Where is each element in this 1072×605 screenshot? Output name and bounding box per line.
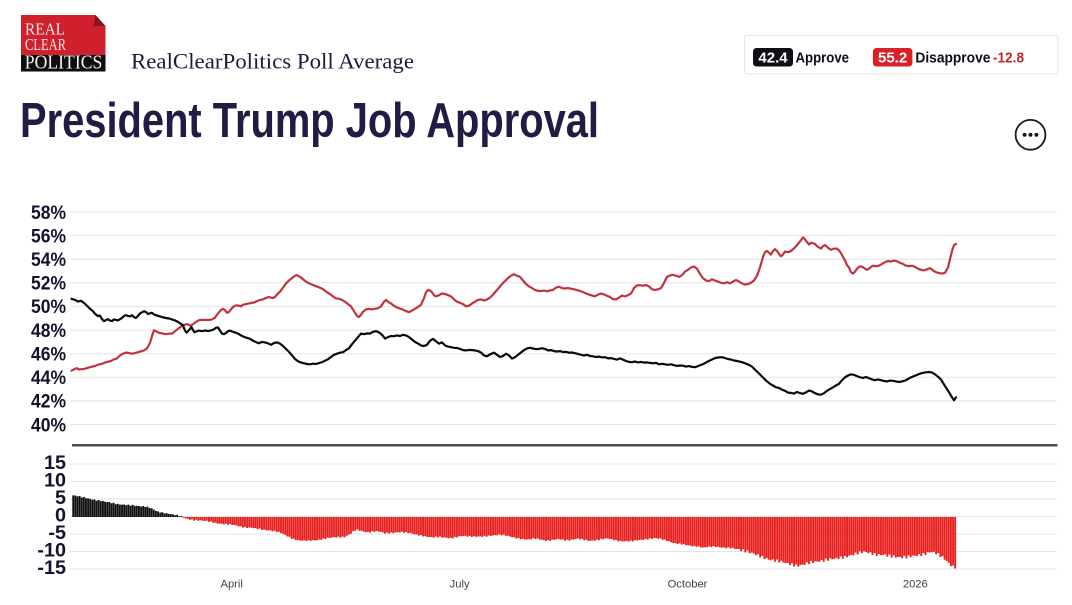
svg-text:REAL: REAL [25, 20, 65, 39]
svg-text:July: July [450, 579, 470, 591]
svg-text:Disapprove: Disapprove [915, 49, 990, 66]
svg-text:-15: -15 [37, 557, 66, 579]
svg-text:40%: 40% [31, 414, 66, 436]
svg-text:October: October [668, 579, 708, 591]
svg-text:15: 15 [44, 452, 66, 474]
svg-text:-10: -10 [37, 539, 66, 561]
svg-text:POLITICS: POLITICS [25, 53, 103, 74]
svg-text:Approve: Approve [796, 49, 850, 66]
svg-text:-5: -5 [48, 522, 66, 544]
svg-text:55.2: 55.2 [878, 49, 907, 66]
svg-text:48%: 48% [31, 320, 66, 342]
svg-text:10: 10 [44, 469, 66, 491]
svg-text:44%: 44% [31, 367, 66, 389]
svg-text:0: 0 [55, 504, 66, 526]
svg-text:2026: 2026 [903, 579, 928, 591]
svg-text:5: 5 [55, 487, 66, 509]
svg-text:50%: 50% [31, 296, 66, 318]
svg-text:46%: 46% [31, 344, 66, 366]
svg-text:52%: 52% [31, 273, 66, 295]
svg-text:CLEAR: CLEAR [25, 35, 66, 54]
svg-text:-12.8: -12.8 [993, 49, 1024, 66]
svg-text:42.4: 42.4 [758, 49, 788, 66]
svg-text:42%: 42% [31, 391, 66, 413]
svg-text:54%: 54% [31, 249, 66, 271]
svg-text:58%: 58% [31, 202, 66, 224]
svg-text:RealClearPolitics Poll Average: RealClearPolitics Poll Average [131, 48, 414, 73]
svg-text:April: April [221, 579, 243, 591]
svg-text:56%: 56% [31, 225, 66, 247]
svg-text:President Trump Job Approval: President Trump Job Approval [20, 94, 599, 148]
